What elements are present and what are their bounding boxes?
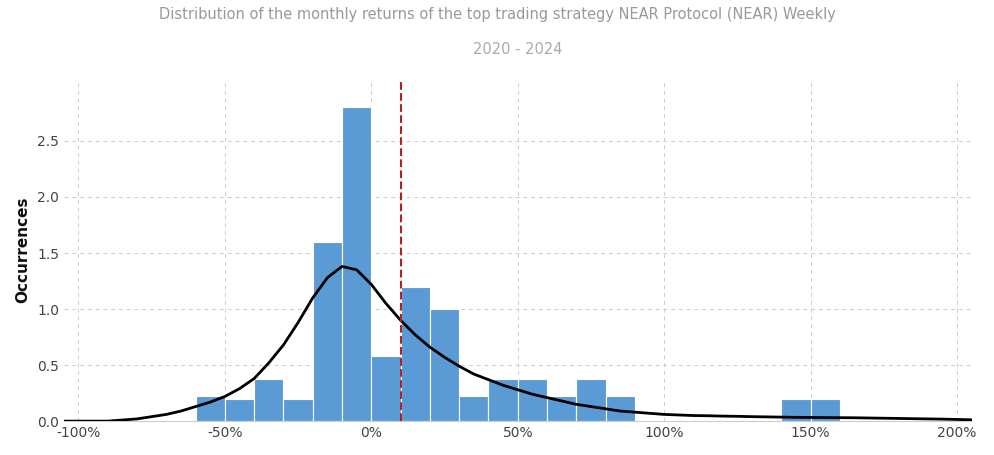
Bar	[401, 287, 430, 421]
Bar	[577, 379, 605, 421]
Bar	[283, 399, 313, 421]
Bar	[372, 356, 401, 421]
Bar	[313, 242, 342, 421]
Bar	[254, 379, 283, 421]
Title: 2020 - 2024: 2020 - 2024	[473, 42, 563, 57]
Bar	[547, 396, 577, 421]
Bar	[196, 396, 225, 421]
Bar	[342, 107, 372, 421]
Bar	[488, 379, 518, 421]
Bar	[781, 399, 811, 421]
Bar	[225, 399, 254, 421]
Bar	[811, 399, 840, 421]
Bar	[430, 309, 459, 421]
Bar	[518, 379, 547, 421]
Y-axis label: Occurrences: Occurrences	[15, 197, 30, 303]
Bar	[605, 396, 635, 421]
Bar	[459, 396, 488, 421]
Text: Distribution of the monthly returns of the top trading strategy NEAR Protocol (N: Distribution of the monthly returns of t…	[159, 7, 835, 22]
